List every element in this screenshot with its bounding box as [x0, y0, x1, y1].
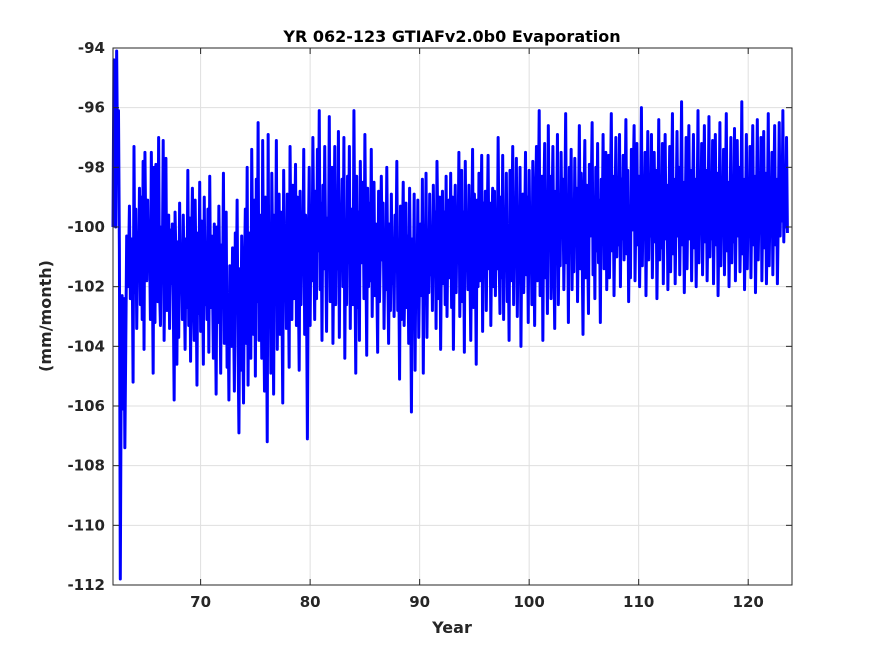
y-tick-label: -108 — [67, 457, 105, 475]
plot-frame — [112, 47, 793, 586]
x-tick-label: 120 — [733, 593, 764, 611]
y-tick-label: -104 — [67, 337, 105, 355]
series-group — [111, 49, 789, 581]
y-tick-label: -96 — [78, 99, 105, 117]
y-tick-label: -102 — [67, 278, 105, 296]
x-tick-label: 80 — [300, 593, 321, 611]
x-tick-label: 70 — [190, 593, 211, 611]
y-tick-label: -112 — [67, 576, 105, 594]
tick-labels: 70 80 90 100 110 120 -112 -110 -108 -106 -104 -102 -… — [67, 39, 763, 611]
x-tick-label: 100 — [514, 593, 545, 611]
evaporation-series-line — [111, 49, 789, 581]
y-tick-label: -100 — [67, 218, 105, 236]
y-axis-label: (mm/month) — [36, 260, 55, 372]
y-tick-label: -98 — [78, 158, 105, 176]
tick-marks — [113, 47, 792, 586]
x-tick-label: 90 — [409, 593, 430, 611]
x-axis-label: Year — [431, 618, 472, 637]
y-tick-label: -106 — [67, 397, 105, 415]
x-tick-label: 110 — [623, 593, 654, 611]
y-tick-label: -110 — [67, 516, 105, 534]
chart-title: YR 062-123 GTIAFv2.0b0 Evaporation — [282, 27, 620, 46]
y-tick-label: -94 — [78, 39, 105, 57]
